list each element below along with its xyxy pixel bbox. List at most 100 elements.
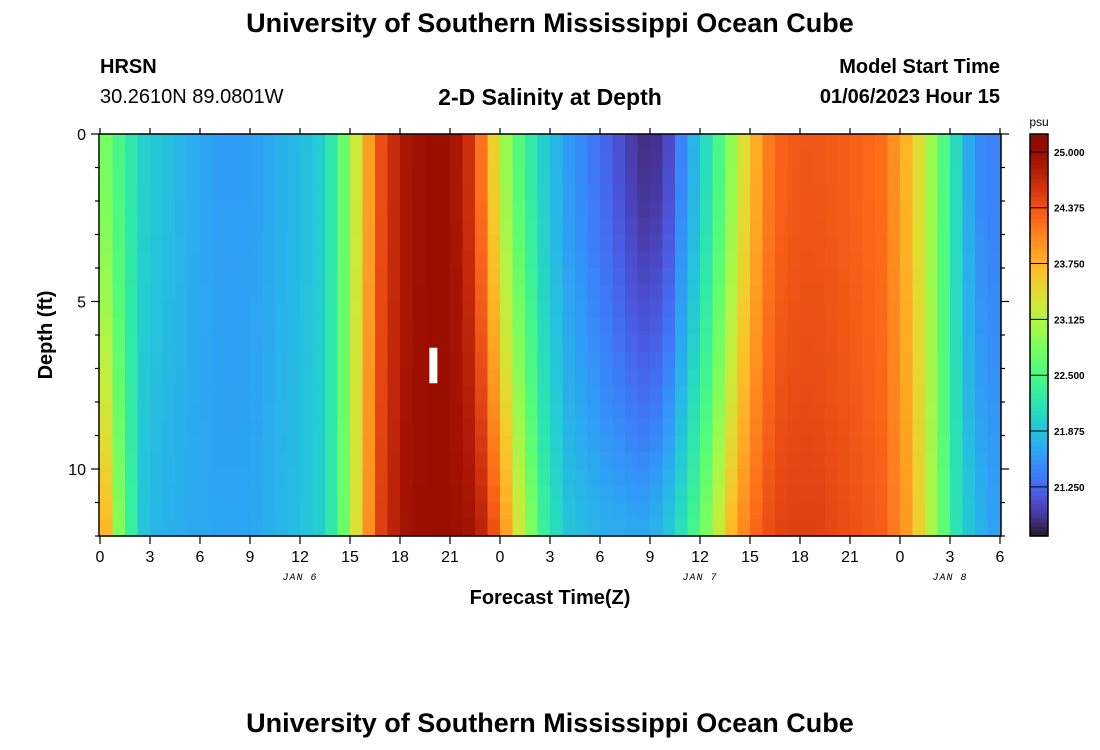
heatmap-cell <box>650 251 664 269</box>
heatmap-cell <box>937 418 951 437</box>
heatmap-cell <box>825 284 839 303</box>
heatmap-cell <box>237 368 251 386</box>
heatmap-cell <box>350 268 364 286</box>
heatmap-cell <box>300 318 314 336</box>
colorbar-segment <box>1030 393 1048 399</box>
heatmap-cell <box>975 251 989 269</box>
heatmap-cell <box>700 368 714 386</box>
heatmap-cell <box>587 335 601 353</box>
heatmap-cell <box>575 184 589 202</box>
heatmap-cell <box>287 385 301 403</box>
heatmap-cell <box>512 469 526 487</box>
heatmap-cell <box>725 284 739 303</box>
colorbar-segment <box>1030 366 1048 372</box>
heatmap-cell <box>637 301 651 319</box>
heatmap-cell <box>787 234 801 252</box>
heatmap-cell <box>987 301 1001 319</box>
heatmap-cell <box>137 150 151 169</box>
heatmap-cell <box>400 485 414 504</box>
heatmap-cell <box>725 335 739 353</box>
heatmap-cell <box>987 234 1001 252</box>
colorbar-segment <box>1030 361 1048 367</box>
heatmap-cell <box>100 184 114 202</box>
heatmap-cell <box>112 351 126 370</box>
heatmap-cell <box>787 368 801 386</box>
colorbar-segment <box>1030 343 1048 349</box>
heatmap-cell <box>337 452 351 470</box>
heatmap-cell <box>312 234 326 252</box>
heatmap-cell <box>187 251 201 269</box>
heatmap-cell <box>325 150 339 169</box>
heatmap-cell <box>650 217 664 236</box>
heatmap-cell <box>687 452 701 470</box>
heatmap-cell <box>162 184 176 202</box>
heatmap-cell <box>550 184 564 202</box>
heatmap-cell <box>125 150 139 169</box>
heatmap-cell <box>600 318 614 336</box>
heatmap-cell <box>450 385 464 403</box>
heatmap-cell <box>937 184 951 202</box>
heatmap-cell <box>250 335 264 353</box>
heatmap-cell <box>725 368 739 386</box>
heatmap-cell <box>825 502 839 520</box>
heatmap-cell <box>562 268 576 286</box>
heatmap-cell <box>450 251 464 269</box>
heatmap-cell <box>275 418 289 437</box>
heatmap-cell <box>125 184 139 202</box>
heatmap-cell <box>925 201 939 219</box>
heatmap-cell <box>712 519 726 537</box>
heatmap-cell <box>675 268 689 286</box>
heatmap-cell <box>775 167 789 185</box>
heatmap-cell <box>125 201 139 219</box>
heatmap-cell <box>862 201 876 219</box>
heatmap-cell <box>362 335 376 353</box>
heatmap-cell <box>462 134 476 152</box>
heatmap-cell <box>412 502 426 520</box>
heatmap-cell <box>550 268 564 286</box>
heatmap-cell <box>687 402 701 420</box>
heatmap-cell <box>850 502 864 520</box>
heatmap-cell <box>800 435 814 453</box>
heatmap-cell <box>375 284 389 303</box>
heatmap-cell <box>837 502 851 520</box>
heatmap-cell <box>387 485 401 504</box>
heatmap-cell <box>225 251 239 269</box>
heatmap-cell <box>800 335 814 353</box>
heatmap-cell <box>537 201 551 219</box>
heatmap-cell <box>350 351 364 370</box>
heatmap-cell <box>312 335 326 353</box>
heatmap-cell <box>337 469 351 487</box>
heatmap-cell <box>250 469 264 487</box>
heatmap-cell <box>675 469 689 487</box>
heatmap-cell <box>537 268 551 286</box>
heatmap-cell <box>300 402 314 420</box>
heatmap-cell <box>675 251 689 269</box>
heatmap-cell <box>312 469 326 487</box>
heatmap-cell <box>337 402 351 420</box>
heatmap-cell <box>650 385 664 403</box>
heatmap-cell <box>325 519 339 537</box>
heatmap-cell <box>725 502 739 520</box>
heatmap-cell <box>362 318 376 336</box>
heatmap-cell <box>987 418 1001 437</box>
heatmap-cell <box>287 184 301 202</box>
heatmap-cell <box>200 351 214 370</box>
colorbar-segment <box>1030 375 1048 381</box>
colorbar-segment <box>1030 419 1048 425</box>
heatmap-cell <box>575 318 589 336</box>
heatmap-cell <box>975 201 989 219</box>
heatmap-cell <box>150 301 164 319</box>
heatmap-cell <box>512 402 526 420</box>
heatmap-cell <box>912 469 926 487</box>
x-tick-label: 21 <box>841 549 859 566</box>
heatmap-cell <box>687 502 701 520</box>
heatmap-cell <box>637 402 651 420</box>
heatmap-cell <box>700 301 714 319</box>
heatmap-cell <box>912 301 926 319</box>
heatmap-cell <box>325 435 339 453</box>
heatmap-cell <box>362 217 376 236</box>
heatmap-cell <box>237 452 251 470</box>
heatmap-cell <box>650 184 664 202</box>
heatmap-cell <box>575 469 589 487</box>
heatmap-cell <box>362 251 376 269</box>
